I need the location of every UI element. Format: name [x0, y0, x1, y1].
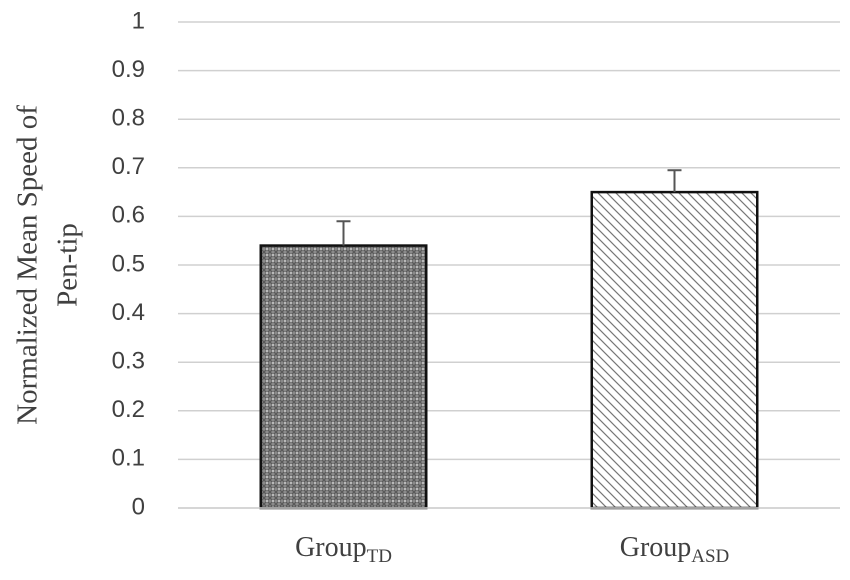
category-name: Group — [295, 532, 367, 563]
y-tick-label: 0.8 — [112, 105, 145, 132]
y-tick-label: 0 — [132, 493, 145, 520]
category-name: Group — [620, 532, 692, 563]
y-tick-label: 1 — [132, 7, 145, 34]
y-tick-label: 0.7 — [112, 153, 145, 180]
y-tick-label: 0.4 — [112, 299, 145, 326]
y-tick-label: 0.9 — [112, 56, 145, 83]
y-tick-label: 0.3 — [112, 348, 145, 375]
bar — [590, 190, 759, 510]
y-tick-label: 0.6 — [112, 202, 145, 229]
x-tick-label: GroupASD — [620, 532, 730, 567]
x-tick-label: GroupTD — [295, 532, 392, 567]
y-tick-label: 0.2 — [112, 396, 145, 423]
y-tick-label: 0.5 — [112, 250, 145, 277]
y-axis-label: Pen-tip — [52, 223, 84, 307]
y-tick-label: 0.1 — [112, 445, 145, 472]
y-axis-label: Normalized Mean Speed of — [12, 105, 44, 425]
bar — [259, 244, 428, 510]
category-subscript: ASD — [691, 546, 729, 567]
category-subscript: TD — [367, 546, 392, 567]
